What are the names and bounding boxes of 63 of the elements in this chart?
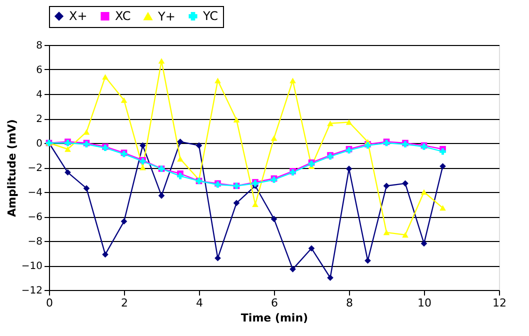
point	[120, 218, 128, 225]
point	[177, 172, 184, 180]
x-tick-label: 6	[271, 296, 278, 310]
legend-label: XC	[115, 9, 131, 24]
point	[440, 163, 446, 170]
point	[233, 200, 240, 206]
point	[158, 192, 165, 199]
point	[120, 97, 128, 103]
point	[420, 189, 428, 195]
point	[402, 232, 408, 238]
y-tick-label: −10	[21, 261, 42, 272]
point	[290, 266, 296, 272]
point	[83, 185, 90, 192]
point	[140, 142, 146, 149]
point	[233, 116, 240, 122]
point	[290, 78, 296, 84]
y-tick-label: −8	[28, 236, 42, 248]
point	[158, 58, 165, 64]
y-tick-label: 4	[36, 90, 42, 100]
y-tick-label: −4	[28, 188, 42, 198]
y-tick-label: −2	[28, 163, 42, 174]
x-tick-label: 4	[196, 296, 203, 310]
point	[308, 245, 315, 252]
legend-label: X+	[69, 9, 88, 24]
point	[83, 129, 90, 135]
y-tick-label: 0	[36, 138, 42, 150]
x-tick-label: 8	[346, 296, 353, 310]
point	[102, 251, 108, 258]
point	[346, 166, 352, 172]
y-tick-label: −6	[28, 212, 42, 223]
point	[214, 254, 221, 262]
point	[270, 216, 278, 222]
point	[420, 240, 428, 247]
x-tick-label: 12	[492, 296, 506, 310]
x-axis-title: Time (min)	[240, 312, 308, 324]
point	[440, 205, 446, 211]
point	[364, 257, 371, 264]
point	[177, 138, 184, 145]
point	[196, 142, 202, 149]
x-tick-label: 2	[121, 296, 128, 310]
point	[440, 148, 446, 155]
point	[383, 230, 390, 236]
point	[177, 156, 184, 162]
x-tick-label: 0	[46, 296, 53, 310]
legend-label: Y+	[157, 9, 176, 24]
point	[214, 78, 221, 84]
point	[327, 120, 334, 126]
y-tick-label: 6	[36, 65, 42, 76]
point	[402, 180, 408, 187]
y-tick-label: 2	[36, 114, 42, 125]
x-tick-label: 10	[418, 296, 432, 310]
point	[383, 182, 390, 190]
point	[64, 146, 71, 152]
y-tick-label: −12	[21, 286, 42, 296]
point	[346, 119, 352, 125]
point	[102, 74, 108, 80]
point	[327, 274, 334, 281]
y-axis-title: Amplitude (mV)	[5, 119, 18, 217]
y-tick-label: 8	[36, 40, 42, 52]
point	[270, 135, 278, 141]
point	[64, 169, 71, 176]
point	[252, 202, 258, 207]
legend-label: YC	[202, 9, 218, 24]
